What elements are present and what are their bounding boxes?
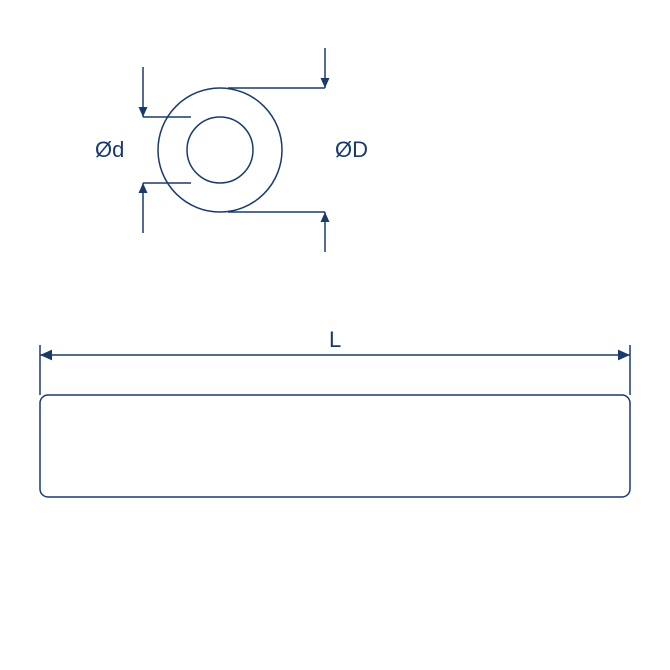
inner-diameter-dimension xyxy=(139,67,192,233)
technical-drawing: Ød ØD L xyxy=(0,0,670,670)
end-view-group xyxy=(139,48,330,252)
inner-diameter-label: Ød xyxy=(95,137,124,163)
side-view-group xyxy=(40,345,630,497)
outer-diameter-label: ØD xyxy=(335,137,368,163)
outer-diameter-dimension xyxy=(228,48,330,252)
outer-circle xyxy=(158,88,282,212)
length-label: L xyxy=(329,327,341,353)
inner-circle xyxy=(187,117,253,183)
tube-side-view xyxy=(40,395,630,497)
